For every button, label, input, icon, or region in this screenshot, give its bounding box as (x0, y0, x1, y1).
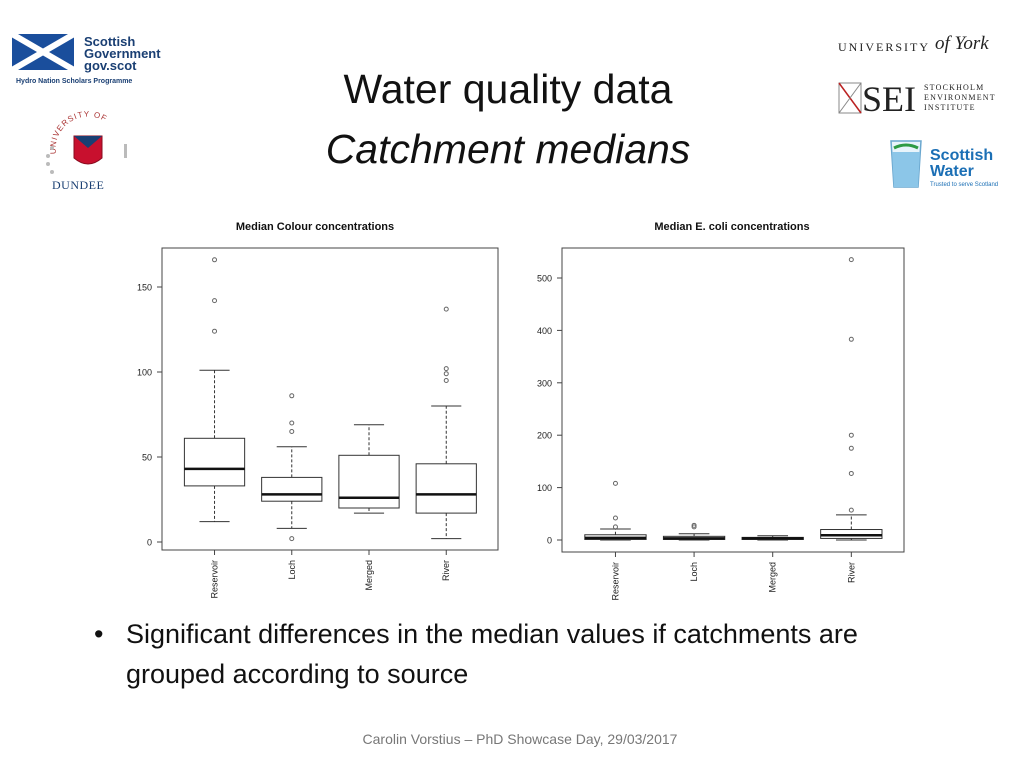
y-tick-label: 100 (137, 368, 152, 378)
y-tick-label: 50 (142, 453, 152, 463)
iqr-box (338, 454, 400, 509)
outlier-point (289, 429, 295, 434)
box-loch (662, 522, 726, 541)
outlier-point (289, 536, 295, 542)
y-tick-label: 0 (547, 536, 552, 546)
outlier-point (212, 328, 218, 334)
box-merged (338, 424, 400, 514)
bullet-text: Significant differences in the median va… (126, 619, 858, 689)
plot-frame (561, 247, 905, 553)
colour-boxplot-chart: Median Colour concentrations 0 50 100 150 Res… (137, 221, 499, 599)
outlier-point (848, 336, 854, 342)
box-reservoir (183, 257, 246, 523)
saltire-flag-icon (12, 34, 74, 70)
x-tick-label: River (846, 562, 856, 583)
dundee-crest-icon: UNIVERSITY OF (46, 110, 127, 174)
x-tick-label: Loch (689, 562, 699, 582)
y-tick-label: 200 (537, 431, 552, 441)
sg-subtitle: Hydro Nation Scholars Programme (16, 78, 133, 85)
box-reservoir (584, 480, 647, 541)
outlier-point (691, 522, 697, 528)
box-merged (741, 535, 804, 541)
bullet-point: • Significant differences in the median … (94, 614, 954, 694)
plot-frame (161, 247, 499, 551)
ecoli-boxplot-chart: Median E. coli concentrations 0 100 200 300 4… (537, 221, 905, 601)
y-tick-label: 400 (537, 326, 552, 336)
york-university-text: UNIVERSITY (838, 40, 930, 54)
chart-title: Median Colour concentrations (236, 221, 394, 233)
chart-title: Median E. coli concentrations (654, 221, 809, 233)
outlier-point (691, 524, 697, 530)
outlier-point (443, 306, 449, 312)
sei-logo: SEI STOCKHOLM ENVIRONMENT INSTITUTE (838, 79, 1008, 119)
outlier-point (443, 378, 449, 383)
outlier-point (612, 480, 618, 486)
x-tick-label: Reservoir (610, 562, 620, 601)
x-tick-label: Reservoir (210, 560, 220, 599)
x-tick-label: Loch (287, 560, 297, 580)
water-glass-icon (890, 140, 922, 188)
dundee-name: DUNDEE (52, 178, 105, 192)
sw-line1: Scottish (930, 147, 994, 164)
footer-text: Carolin Vorstius – PhD Showcase Day, 29/… (362, 731, 678, 747)
outlier-point (848, 470, 854, 476)
outlier-point (612, 515, 618, 521)
y-tick-label: 100 (537, 483, 552, 493)
outlier-point (289, 393, 295, 399)
iqr-box (820, 529, 883, 539)
iqr-box (183, 437, 246, 487)
university-of-york-logo: UNIVERSITY of York (838, 32, 1008, 60)
outlier-point (848, 507, 854, 513)
scottish-government-logo: Scottish Government gov.scot Hydro Natio… (10, 32, 170, 90)
outlier-point (443, 371, 449, 377)
sei-line3: INSTITUTE (924, 103, 976, 112)
x-tick-label: Merged (768, 562, 778, 593)
outlier-point (212, 298, 218, 304)
x-tick-label: River (441, 560, 451, 581)
outlier-point (848, 257, 854, 263)
box-loch (261, 393, 323, 542)
outlier-point (443, 366, 449, 372)
sg-line2: Government (84, 46, 161, 61)
y-tick-label: 500 (537, 274, 552, 284)
sei-mark-icon (838, 82, 862, 114)
sg-line1: Scottish (84, 34, 136, 49)
outlier-point (612, 524, 618, 530)
outlier-point (212, 257, 218, 263)
york-script-text: of York (935, 33, 989, 54)
slide-subtitle: Catchment medians (325, 126, 691, 172)
sg-line3: gov.scot (84, 58, 137, 73)
outlier-point (848, 445, 854, 451)
y-tick-label: 0 (147, 538, 152, 548)
sw-line2: Water (930, 163, 974, 180)
iqr-box (261, 476, 323, 502)
outlier-point (848, 432, 854, 438)
sei-line1: STOCKHOLM (924, 83, 985, 92)
scottish-water-logo: Scottish Water Trusted to serve Scotland (888, 138, 1008, 192)
university-of-dundee-logo: UNIVERSITY OF DUNDEE (38, 108, 138, 194)
bullet-marker: • (94, 619, 104, 649)
outlier-point (289, 420, 295, 426)
sei-abbr: SEI (862, 79, 916, 119)
box-river (415, 306, 477, 540)
iqr-box (415, 463, 477, 514)
box-river (820, 257, 883, 541)
x-tick-label: Merged (364, 560, 374, 591)
sw-tagline: Trusted to serve Scotland (930, 182, 999, 188)
slide-title: Water quality data (343, 66, 673, 112)
y-tick-label: 150 (137, 283, 152, 293)
sei-line2: ENVIRONMENT (924, 93, 996, 102)
y-tick-label: 300 (537, 378, 552, 388)
